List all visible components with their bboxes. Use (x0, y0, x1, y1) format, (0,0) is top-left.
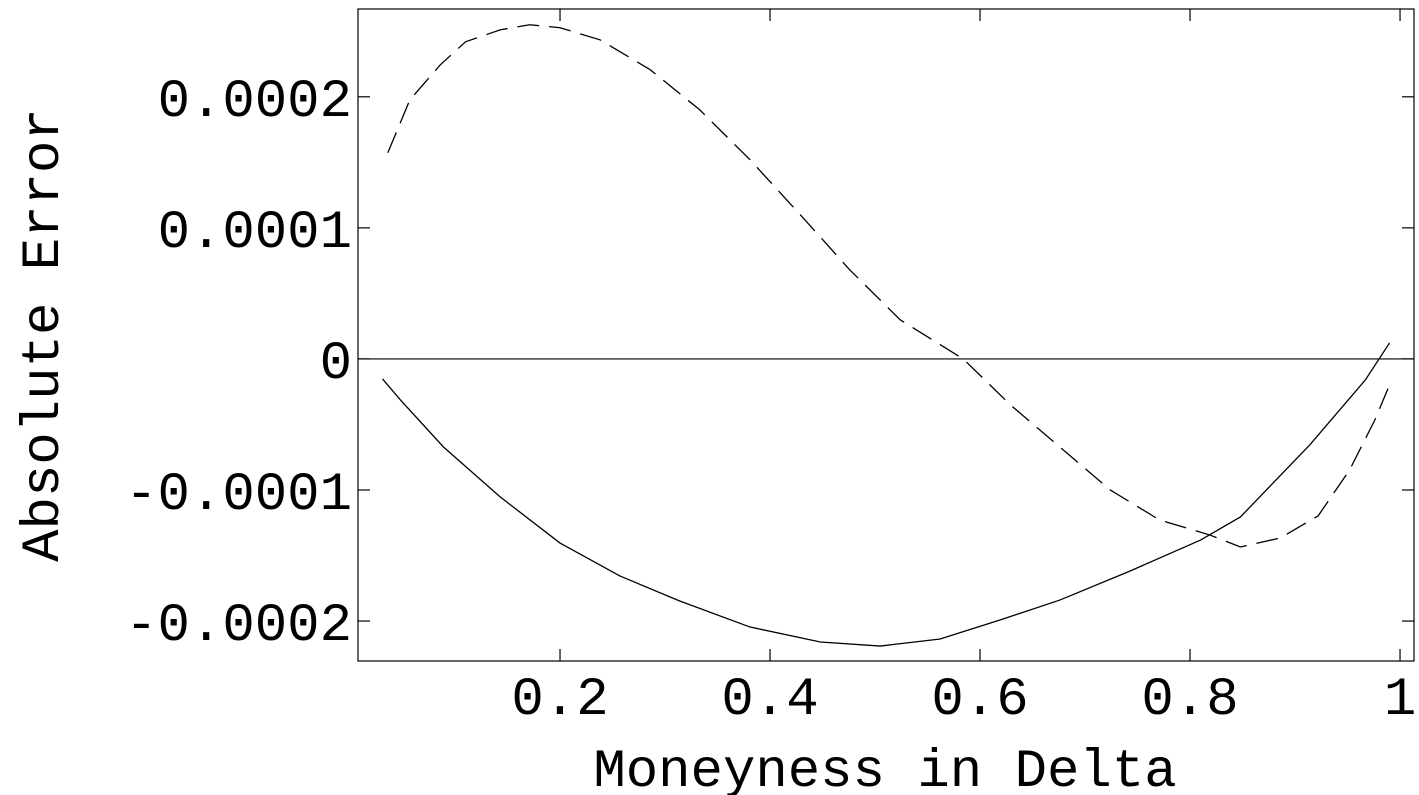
y-tick-label: 0.0001 (158, 203, 352, 264)
y-tick-label: 0 (320, 334, 352, 395)
plot-frame (357, 8, 1415, 662)
y-tick-label: -0.0001 (125, 465, 352, 526)
x-tick-label: 0.6 (931, 670, 1028, 731)
x-axis-title: Moneyness in Delta (593, 742, 1176, 795)
y-tick-label: -0.0002 (125, 596, 352, 657)
x-tick-label: 0.8 (1141, 670, 1238, 731)
x-tick-label: 0.4 (721, 670, 818, 731)
solid-line (382, 342, 1391, 647)
x-tick-label: 1 (1384, 670, 1416, 731)
x-tick-label: 0.2 (511, 670, 608, 731)
y-axis-title: Absolute Error (14, 108, 75, 562)
y-tick-label: 0.0002 (158, 72, 352, 133)
dashed-line (387, 24, 1391, 548)
